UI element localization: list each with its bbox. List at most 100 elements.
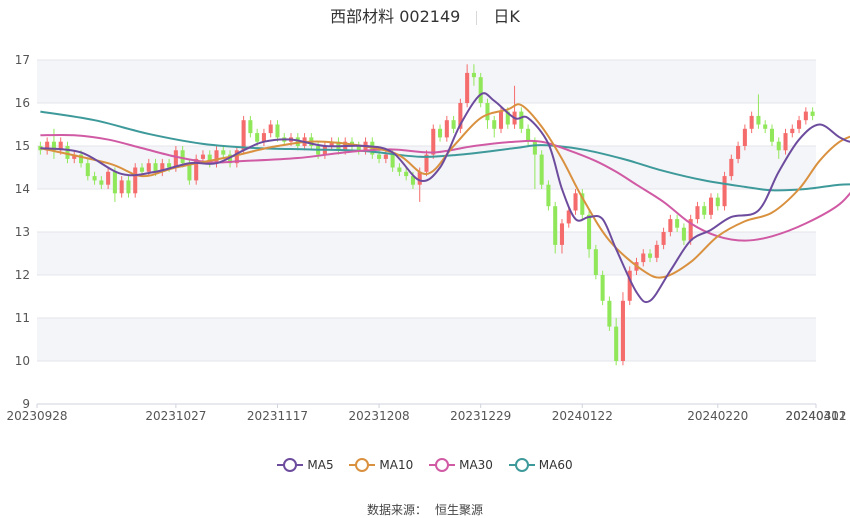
- y-tick-label: 10: [15, 354, 30, 368]
- ma10-line: [40, 103, 850, 279]
- ma30-line: [40, 133, 850, 242]
- y-tick-label: 12: [15, 268, 30, 282]
- candle-body: [255, 133, 260, 142]
- candle-body: [803, 111, 808, 121]
- candle-body: [417, 171, 422, 185]
- candle-body: [438, 128, 443, 138]
- candle-body: [668, 219, 673, 232]
- y-tick-label: 13: [15, 225, 30, 239]
- ma5-line: [40, 92, 850, 304]
- candle-body: [207, 154, 212, 164]
- candle-body: [485, 103, 490, 121]
- candle-body: [65, 146, 70, 159]
- grid-band: [37, 60, 816, 103]
- x-tick-label: 20231117: [247, 409, 308, 423]
- candle-body: [241, 120, 246, 151]
- candle-body: [532, 141, 537, 155]
- candle-body: [573, 193, 578, 211]
- candle-body: [675, 219, 680, 228]
- candle-body: [749, 115, 754, 129]
- candle-body: [58, 141, 63, 151]
- legend-ma30-label: MA30: [459, 458, 493, 472]
- candle-body: [410, 176, 415, 185]
- y-tick-label: 16: [15, 96, 30, 110]
- candle-body: [173, 150, 178, 168]
- candle-body: [383, 154, 388, 159]
- x-tick-label: 20240401: [785, 409, 846, 423]
- candle-body: [404, 171, 409, 177]
- candle-body: [661, 232, 666, 245]
- candle-body: [133, 167, 138, 194]
- candle-body: [519, 111, 524, 129]
- candle-body: [45, 141, 50, 151]
- legend-ma5-label: MA5: [307, 458, 334, 472]
- candle-body: [397, 167, 402, 172]
- candle-body: [78, 154, 84, 164]
- legend-ma60[interactable]: MA60: [508, 458, 573, 472]
- candle-body: [160, 163, 165, 172]
- legend-ma30[interactable]: MA30: [429, 458, 493, 472]
- candle-body: [715, 197, 720, 207]
- candle-body: [797, 120, 802, 129]
- y-tick-label: 9: [22, 397, 30, 411]
- candle-body: [146, 163, 151, 172]
- source-value: 恒生聚源: [435, 503, 484, 517]
- candle-body: [126, 180, 131, 194]
- candle-body: [99, 180, 104, 185]
- candle-body: [478, 77, 483, 103]
- candle-body: [526, 128, 531, 142]
- candle-body: [295, 137, 300, 146]
- candle-body: [234, 150, 239, 164]
- candle-body: [742, 128, 747, 146]
- candle-body: [559, 223, 565, 245]
- candle-body: [471, 72, 476, 78]
- candle-body: [769, 128, 775, 142]
- candle-body: [688, 219, 693, 241]
- candle-body: [424, 154, 429, 172]
- candle-body: [451, 120, 456, 129]
- candle-body: [722, 176, 727, 207]
- candle-body: [194, 158, 199, 181]
- candle-body: [505, 111, 510, 125]
- legend-ma10[interactable]: MA10: [349, 458, 413, 472]
- candle-body: [763, 124, 768, 129]
- candle-body: [702, 206, 707, 215]
- legend-ma10-marker: [349, 458, 376, 472]
- y-tick-label: 15: [15, 139, 30, 153]
- source-label: 数据来源：: [366, 503, 427, 517]
- candle-body: [92, 176, 97, 181]
- candle-body: [180, 150, 185, 164]
- legend-ma30-marker: [429, 458, 456, 472]
- candle-body: [431, 128, 436, 155]
- candle-body: [695, 206, 700, 220]
- legend-ma5-marker: [277, 458, 304, 472]
- legend-ma10-label: MA10: [379, 458, 414, 472]
- candle-body: [492, 120, 497, 129]
- candle-body: [390, 154, 395, 168]
- candle-body: [620, 300, 625, 361]
- candle-body: [553, 206, 558, 245]
- candle-body: [756, 115, 761, 125]
- candle-body: [648, 253, 653, 258]
- legend-ma5[interactable]: MA5: [277, 458, 334, 472]
- candle-body: [614, 326, 619, 361]
- candle-body: [444, 120, 449, 138]
- candle-body: [153, 163, 158, 172]
- chart-title: 西部材料 002149 日K: [0, 6, 850, 28]
- candle-body: [593, 249, 598, 275]
- y-tick-label: 17: [15, 53, 30, 67]
- x-tick-label: 20231027: [145, 409, 206, 423]
- x-tick-label: 20240122: [552, 409, 613, 423]
- y-tick-label: 14: [15, 182, 30, 196]
- candle-body: [119, 180, 124, 194]
- legend-ma60-marker: [508, 458, 535, 472]
- candle-body: [221, 150, 226, 155]
- candle-body: [708, 197, 714, 215]
- candle-body: [377, 154, 382, 159]
- candle-body: [539, 154, 544, 185]
- candle-body: [600, 275, 605, 301]
- candle-body: [329, 141, 334, 146]
- grid-band: [37, 232, 816, 275]
- candle-body: [458, 103, 463, 129]
- candle-body: [139, 167, 145, 172]
